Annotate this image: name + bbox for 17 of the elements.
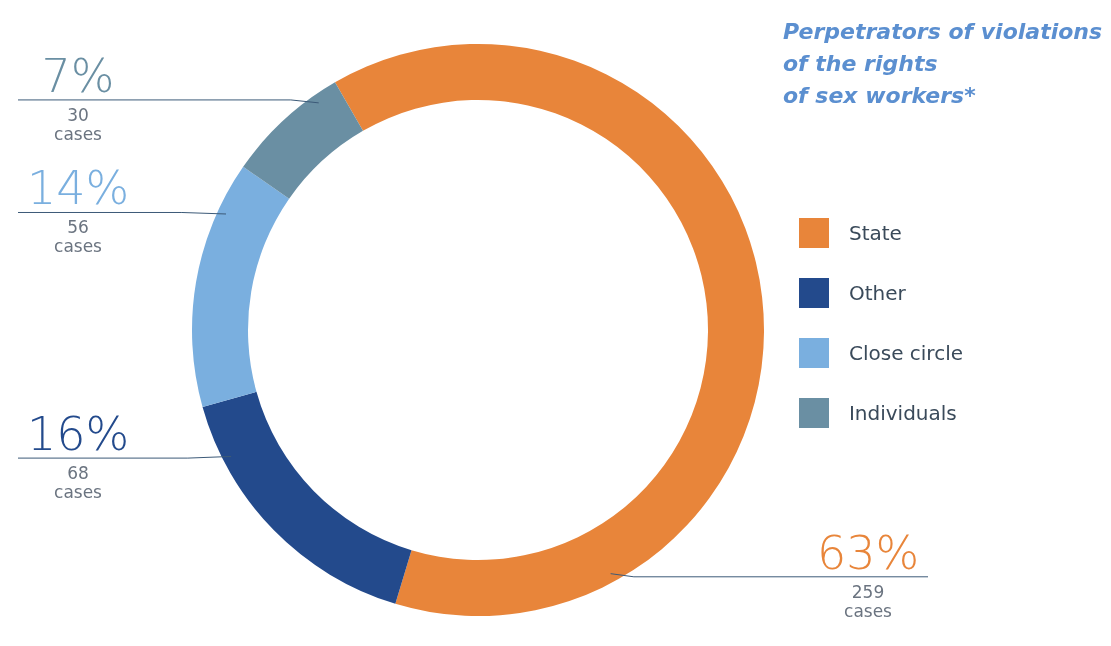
data-label: 7% [41,48,115,103]
text: 56 cases [54,217,102,257]
data-label: 16% [26,407,130,462]
data-label: 63% [816,525,920,580]
text: 259 cases [844,581,892,621]
text: 30 cases [54,104,102,144]
donut-slice [192,166,290,407]
legend-label: Close circle [847,340,963,367]
donut-slice [243,82,363,199]
chart-title: Perpetrators of violations of the rights of sex workers* [783,18,1103,110]
donut-slice [335,44,764,616]
legend-label: Individuals [847,400,958,427]
donut-slice [202,391,412,604]
legend-label: State [847,220,903,247]
legend-label: Other [847,280,907,307]
text: 68 cases [54,463,102,503]
data-label: 14% [26,161,130,216]
